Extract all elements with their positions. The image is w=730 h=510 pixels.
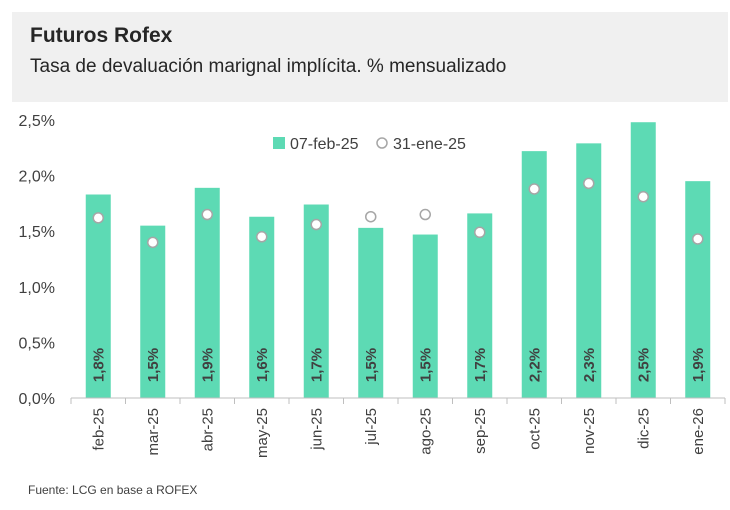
x-tick-label: ago-25 xyxy=(417,408,434,455)
legend-marker xyxy=(376,137,388,149)
x-tick-label: ene-26 xyxy=(690,408,707,455)
legend-swatch-bar xyxy=(273,137,285,149)
x-tick-label: jul-25 xyxy=(363,408,380,446)
data-label: 1,5% xyxy=(363,348,380,382)
bar xyxy=(249,216,275,398)
data-label: 2,2% xyxy=(526,348,543,382)
chart-title: Futuros Rofex xyxy=(30,24,173,47)
data-label: 1,8% xyxy=(90,348,107,382)
y-tick-label: 0,5% xyxy=(19,335,55,352)
x-tick-label: sep-25 xyxy=(472,408,489,454)
marker-point xyxy=(637,190,649,203)
bar xyxy=(140,225,166,398)
data-label: 1,6% xyxy=(254,348,271,382)
bar xyxy=(194,187,220,398)
x-tick-label: abr-25 xyxy=(199,408,216,451)
chart-subtitle: Tasa de devaluación marignal implícita. … xyxy=(30,56,507,77)
marker-point xyxy=(528,183,540,195)
data-label: 1,7% xyxy=(308,348,325,382)
data-label: 1,9% xyxy=(690,348,707,382)
marker-point xyxy=(365,210,377,223)
data-label: 2,3% xyxy=(581,348,598,382)
marker-point xyxy=(147,236,159,249)
bar xyxy=(85,194,111,398)
bar xyxy=(303,204,329,398)
x-tick-label: oct-25 xyxy=(526,408,543,450)
y-tick-label: 2,0% xyxy=(19,169,55,186)
x-tick-label: dic-25 xyxy=(635,408,652,449)
marker-point xyxy=(201,208,213,221)
bar xyxy=(630,122,656,398)
data-label: 1,9% xyxy=(199,348,216,382)
marker-point xyxy=(474,226,486,239)
bar xyxy=(467,213,493,398)
x-tick-label: feb-25 xyxy=(90,408,107,451)
x-tick-label: nov-25 xyxy=(581,408,598,454)
marker-point xyxy=(419,208,431,221)
bar xyxy=(685,181,711,398)
data-label: 1,7% xyxy=(472,348,489,382)
x-tick-label: jun-25 xyxy=(308,408,325,451)
marker-point xyxy=(92,212,104,224)
chart-header: Futuros Rofex Tasa de devaluación marign… xyxy=(12,12,728,102)
y-tick-label: 0,0% xyxy=(19,391,55,408)
source-note: Fuente: LCG en base a ROFEX xyxy=(28,483,198,497)
y-tick-label: 2,5% xyxy=(19,113,55,130)
data-label: 2,5% xyxy=(635,348,652,382)
data-label: 1,5% xyxy=(417,348,434,382)
y-tick-label: 1,5% xyxy=(19,224,55,241)
y-tick-label: 1,0% xyxy=(19,280,55,297)
marker-point xyxy=(692,233,704,245)
bar xyxy=(358,227,384,398)
legend-label-bar: 07-feb-25 xyxy=(290,136,359,153)
marker-point xyxy=(256,231,268,243)
legend-label-marker: 31-ene-25 xyxy=(393,136,466,153)
x-tick-label: mar-25 xyxy=(145,408,162,456)
marker-point xyxy=(310,218,322,231)
data-label: 1,5% xyxy=(145,348,162,382)
bar xyxy=(412,234,438,398)
marker-point xyxy=(583,177,595,190)
x-tick-label: may-25 xyxy=(254,408,271,458)
